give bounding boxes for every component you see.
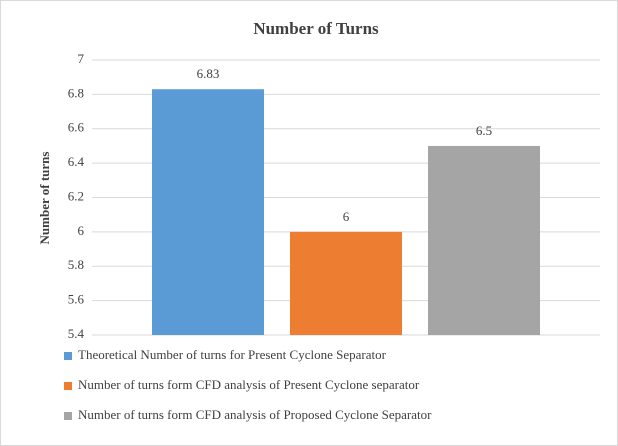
y-tick-label: 5.6 — [68, 292, 85, 307]
bar — [290, 231, 402, 335]
y-tick-label: 6.4 — [68, 154, 85, 169]
y-tick-label: 7 — [78, 51, 85, 66]
y-tick-label: 5.8 — [68, 257, 84, 272]
chart-title: Number of Turns — [253, 19, 379, 38]
legend-label: Number of turns form CFD analysis of Pre… — [78, 377, 420, 392]
data-label: 6.5 — [476, 123, 492, 138]
legend-swatch — [64, 352, 72, 360]
y-tick-label: 6.8 — [68, 85, 84, 100]
bar — [428, 145, 540, 335]
legend-swatch — [64, 412, 72, 420]
data-label: 6.83 — [197, 66, 220, 81]
y-tick-label: 5.4 — [68, 326, 85, 341]
y-tick-label: 6 — [78, 223, 85, 238]
legend-label: Theoretical Number of turns for Present … — [78, 347, 387, 362]
legend-label: Number of turns form CFD analysis of Pro… — [78, 407, 432, 422]
y-axis-label: Number of turns — [37, 152, 52, 245]
bar — [152, 89, 264, 335]
legend-swatch — [64, 382, 72, 390]
y-tick-label: 6.6 — [68, 120, 85, 135]
y-tick-label: 6.2 — [68, 188, 84, 203]
data-label: 6 — [343, 209, 350, 224]
